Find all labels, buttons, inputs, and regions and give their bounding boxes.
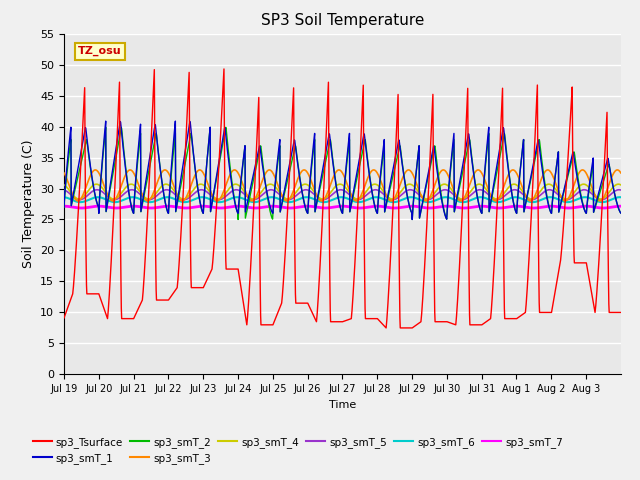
sp3_smT_6: [318, 199, 326, 205]
sp3_smT_3: [611, 169, 618, 175]
Legend: sp3_Tsurface, sp3_smT_1, sp3_smT_2, sp3_smT_3, sp3_smT_4, sp3_smT_5, sp3_smT_6, : sp3_Tsurface, sp3_smT_1, sp3_smT_2, sp3_…: [29, 432, 567, 468]
sp3_smT_1: [317, 173, 325, 179]
sp3_smT_4: [474, 181, 482, 187]
Line: sp3_smT_6: sp3_smT_6: [64, 197, 621, 202]
sp3_smT_1: [328, 153, 336, 159]
sp3_smT_7: [474, 204, 482, 209]
sp3_smT_5: [180, 197, 188, 203]
sp3_smT_3: [318, 198, 326, 204]
sp3_Tsurface: [328, 319, 336, 324]
sp3_smT_6: [611, 195, 618, 201]
sp3_smT_2: [611, 189, 618, 195]
sp3_smT_2: [474, 198, 482, 204]
sp3_smT_6: [148, 199, 156, 205]
sp3_smT_1: [556, 204, 564, 210]
Y-axis label: Soil Temperature (C): Soil Temperature (C): [22, 140, 35, 268]
sp3_smT_7: [317, 205, 325, 211]
sp3_smT_3: [283, 198, 291, 204]
sp3_smT_6: [111, 199, 119, 205]
sp3_smT_6: [60, 194, 68, 200]
sp3_smT_1: [611, 190, 618, 195]
Line: sp3_smT_5: sp3_smT_5: [64, 190, 621, 200]
sp3_smT_1: [148, 144, 156, 150]
sp3_smT_2: [328, 154, 336, 160]
Line: sp3_smT_3: sp3_smT_3: [64, 170, 621, 201]
sp3_smT_7: [148, 205, 156, 211]
sp3_smT_4: [556, 192, 564, 198]
sp3_smT_7: [556, 204, 563, 210]
sp3_smT_7: [610, 204, 618, 210]
sp3_smT_2: [234, 216, 242, 222]
sp3_smT_5: [60, 187, 68, 193]
sp3_smT_5: [611, 189, 618, 194]
sp3_smT_3: [60, 170, 68, 176]
sp3_smT_2: [102, 124, 109, 130]
sp3_smT_6: [129, 194, 136, 200]
sp3_Tsurface: [617, 310, 625, 315]
sp3_smT_4: [214, 196, 222, 202]
sp3_smT_5: [163, 187, 170, 192]
sp3_smT_2: [60, 204, 68, 210]
Title: SP3 Soil Temperature: SP3 Soil Temperature: [260, 13, 424, 28]
sp3_smT_3: [556, 192, 564, 197]
sp3_smT_1: [617, 210, 625, 216]
sp3_Tsurface: [611, 310, 618, 315]
sp3_Tsurface: [556, 262, 564, 268]
Line: sp3_smT_1: sp3_smT_1: [64, 121, 621, 219]
Line: sp3_Tsurface: sp3_Tsurface: [64, 69, 621, 328]
sp3_smT_2: [617, 210, 625, 216]
sp3_Tsurface: [474, 322, 482, 328]
sp3_Tsurface: [60, 315, 68, 321]
sp3_smT_4: [232, 181, 239, 187]
sp3_smT_1: [60, 204, 68, 210]
sp3_smT_3: [147, 195, 155, 201]
sp3_smT_7: [77, 205, 85, 211]
sp3_smT_1: [102, 118, 109, 124]
X-axis label: Time: Time: [329, 400, 356, 409]
sp3_smT_7: [60, 204, 68, 209]
sp3_smT_6: [617, 194, 625, 200]
sp3_smT_7: [328, 204, 336, 210]
Line: sp3_smT_4: sp3_smT_4: [64, 184, 621, 199]
sp3_smT_5: [328, 192, 336, 197]
sp3_smT_7: [617, 204, 625, 209]
sp3_Tsurface: [382, 325, 390, 331]
sp3_smT_3: [266, 167, 273, 173]
Text: TZ_osu: TZ_osu: [78, 46, 122, 56]
sp3_smT_4: [318, 196, 326, 202]
sp3_smT_2: [556, 205, 564, 211]
sp3_Tsurface: [147, 140, 155, 146]
Line: sp3_smT_2: sp3_smT_2: [64, 127, 621, 219]
sp3_smT_3: [328, 177, 336, 182]
sp3_smT_5: [147, 196, 155, 202]
Line: sp3_smT_7: sp3_smT_7: [64, 206, 621, 208]
sp3_smT_4: [611, 183, 618, 189]
sp3_smT_4: [60, 182, 68, 188]
sp3_smT_3: [474, 167, 482, 173]
sp3_smT_1: [408, 216, 416, 222]
sp3_smT_3: [617, 170, 625, 176]
sp3_smT_2: [318, 176, 326, 182]
sp3_smT_5: [318, 197, 326, 203]
sp3_smT_4: [617, 182, 625, 188]
sp3_smT_5: [474, 187, 482, 193]
sp3_smT_6: [556, 197, 564, 203]
sp3_smT_5: [617, 187, 625, 193]
sp3_smT_6: [328, 197, 336, 203]
sp3_Tsurface: [317, 233, 325, 239]
sp3_smT_1: [474, 199, 482, 204]
sp3_smT_4: [147, 195, 155, 201]
sp3_smT_2: [148, 155, 156, 161]
sp3_smT_4: [328, 187, 336, 193]
sp3_smT_5: [556, 193, 564, 199]
sp3_Tsurface: [220, 66, 228, 72]
sp3_smT_6: [474, 194, 482, 200]
